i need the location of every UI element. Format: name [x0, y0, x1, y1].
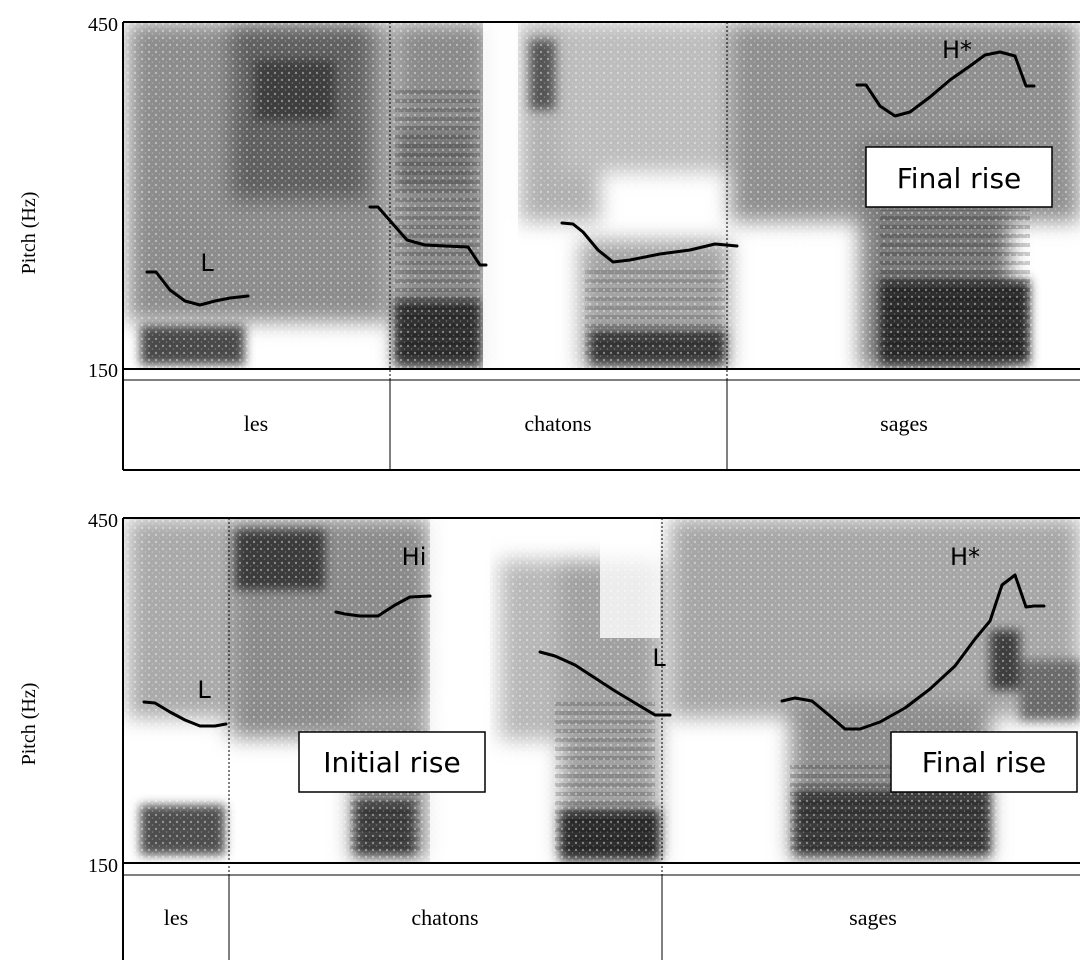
box-label: Final rise — [922, 746, 1047, 779]
tone-label: L — [200, 249, 214, 277]
y-axis-title: Pitch (Hz) — [18, 683, 40, 766]
spectrogram-2 — [123, 518, 1080, 863]
final-rise-box: Final rise — [865, 146, 1053, 208]
tone-label: Hi — [402, 543, 427, 571]
box-label: Initial rise — [323, 746, 460, 779]
initial-rise-box: Initial rise — [298, 731, 486, 793]
tone-label: L — [197, 676, 211, 704]
word-chatons: chatons — [524, 411, 591, 436]
y-min-label: 150 — [88, 360, 118, 382]
tone-label: H* — [942, 36, 972, 64]
y-axis-title: Pitch (Hz) — [18, 192, 40, 275]
panel-2: L Hi L H* Initial rise Final rise 450 15… — [18, 510, 1080, 960]
word-sages: sages — [849, 905, 897, 930]
word-chatons: chatons — [411, 905, 478, 930]
word-sages: sages — [880, 411, 928, 436]
tone-label: H* — [950, 543, 980, 571]
y-max-label: 450 — [88, 510, 118, 532]
word-les: les — [244, 411, 268, 436]
pitch-contour-2 — [142, 573, 1046, 731]
word-les: les — [164, 905, 188, 930]
pitch-contour-1 — [145, 50, 1036, 307]
panel-1: L H* Final rise 450 150 Pitch (Hz) les c… — [18, 14, 1080, 471]
box-label: Final rise — [897, 162, 1022, 195]
tone-label: L — [652, 644, 666, 672]
y-max-label: 450 — [88, 14, 118, 36]
y-min-label: 150 — [88, 855, 118, 877]
final-rise-box: Final rise — [890, 731, 1078, 793]
